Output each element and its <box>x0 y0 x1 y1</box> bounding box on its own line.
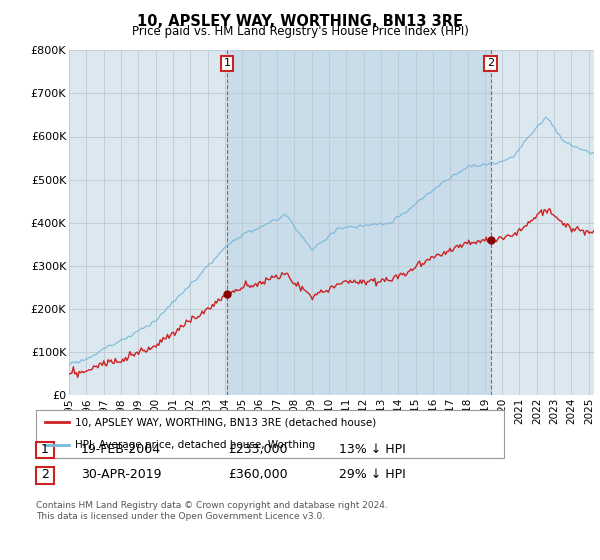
Text: HPI: Average price, detached house, Worthing: HPI: Average price, detached house, Wort… <box>75 440 315 450</box>
Text: 19-FEB-2004: 19-FEB-2004 <box>81 442 161 456</box>
Text: Contains HM Land Registry data © Crown copyright and database right 2024.
This d: Contains HM Land Registry data © Crown c… <box>36 501 388 521</box>
Text: 1: 1 <box>224 58 230 68</box>
Text: 29% ↓ HPI: 29% ↓ HPI <box>339 468 406 482</box>
Text: 10, APSLEY WAY, WORTHING, BN13 3RE (detached house): 10, APSLEY WAY, WORTHING, BN13 3RE (deta… <box>75 417 376 427</box>
Bar <box>227 50 491 395</box>
Text: 10, APSLEY WAY, WORTHING, BN13 3RE: 10, APSLEY WAY, WORTHING, BN13 3RE <box>137 14 463 29</box>
Text: 2: 2 <box>41 468 49 482</box>
Text: 1: 1 <box>41 442 49 456</box>
Text: Price paid vs. HM Land Registry's House Price Index (HPI): Price paid vs. HM Land Registry's House … <box>131 25 469 38</box>
Text: 30-APR-2019: 30-APR-2019 <box>81 468 161 482</box>
Text: 2: 2 <box>487 58 494 68</box>
Text: 13% ↓ HPI: 13% ↓ HPI <box>339 442 406 456</box>
Text: £233,000: £233,000 <box>228 442 287 456</box>
Text: £360,000: £360,000 <box>228 468 287 482</box>
